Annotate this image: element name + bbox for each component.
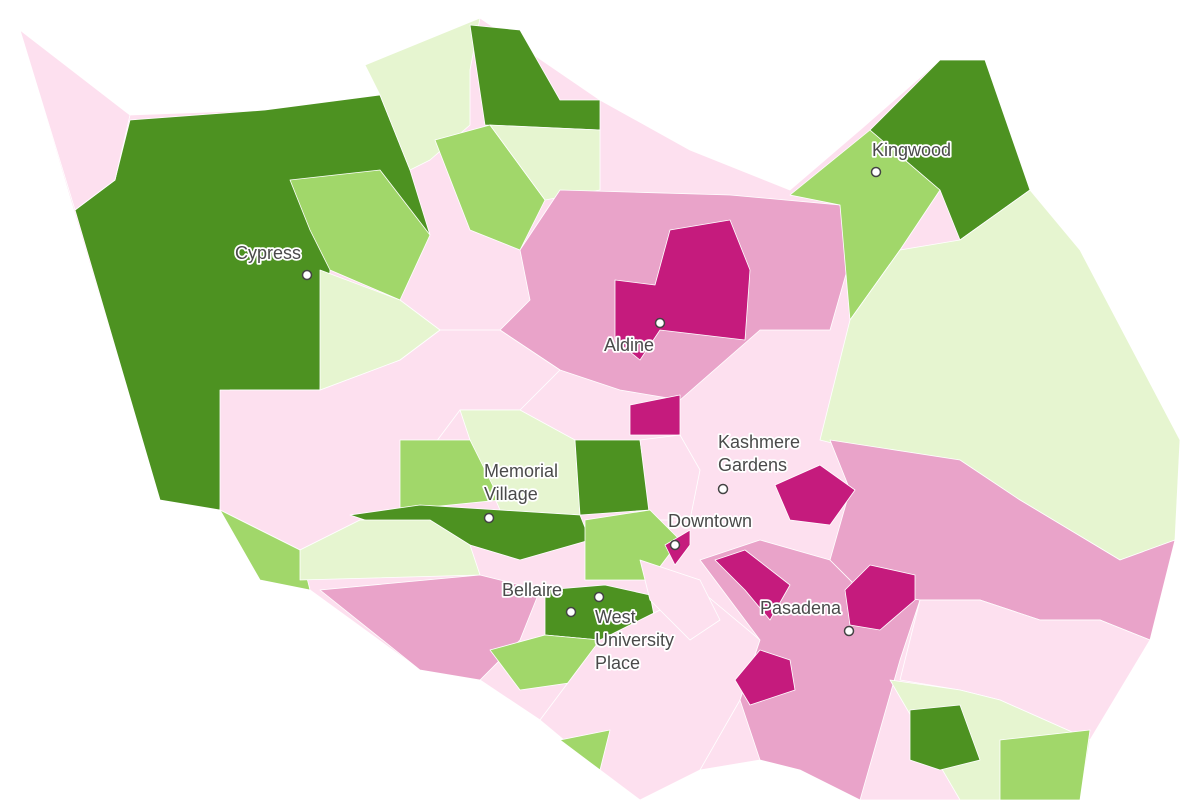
place-dot: [669, 539, 681, 551]
regions: [19, 17, 1181, 800]
place-label: Cypress: [235, 243, 301, 263]
region: [734, 649, 796, 706]
place-dot: [654, 317, 666, 329]
region: [584, 509, 681, 581]
place-label: University: [595, 630, 674, 650]
place-dot: [843, 625, 855, 637]
region: [299, 519, 481, 581]
region: [639, 434, 701, 521]
place-label: Aldine: [604, 335, 654, 355]
region: [899, 599, 1151, 741]
region: [559, 729, 611, 771]
place-label: Memorial: [484, 461, 558, 481]
region: [844, 564, 916, 631]
region: [614, 219, 751, 361]
region: [19, 29, 131, 211]
place-dot: [717, 483, 729, 495]
place-label: West: [595, 607, 636, 627]
region: [639, 559, 721, 641]
region: [319, 269, 441, 391]
region: [714, 549, 791, 621]
place-label: Kingwood: [872, 140, 951, 160]
place-label: Pasadena: [760, 598, 842, 618]
place-markers: [301, 166, 882, 637]
region: [219, 509, 311, 591]
region: [774, 464, 856, 526]
region: [469, 24, 601, 131]
region: [909, 704, 981, 771]
place-label: Downtown: [668, 511, 752, 531]
region: [574, 439, 651, 516]
place-dot: [483, 512, 495, 524]
place-dot: [870, 166, 882, 178]
region: [434, 124, 546, 251]
place-label: Bellaire: [502, 580, 562, 600]
place-label: Village: [484, 484, 538, 504]
region: [999, 729, 1091, 800]
place-label: Gardens: [718, 455, 787, 475]
region: [319, 574, 541, 681]
place-label: Kashmere: [718, 432, 800, 452]
region: [399, 439, 501, 511]
place-dot: [301, 269, 313, 281]
region: [489, 124, 601, 201]
place-dot: [565, 606, 577, 618]
place-labels: Cypress Kingwood Aldine Kashmere Gardens…: [233, 138, 953, 675]
place-label: Place: [595, 653, 640, 673]
place-dot: [593, 591, 605, 603]
